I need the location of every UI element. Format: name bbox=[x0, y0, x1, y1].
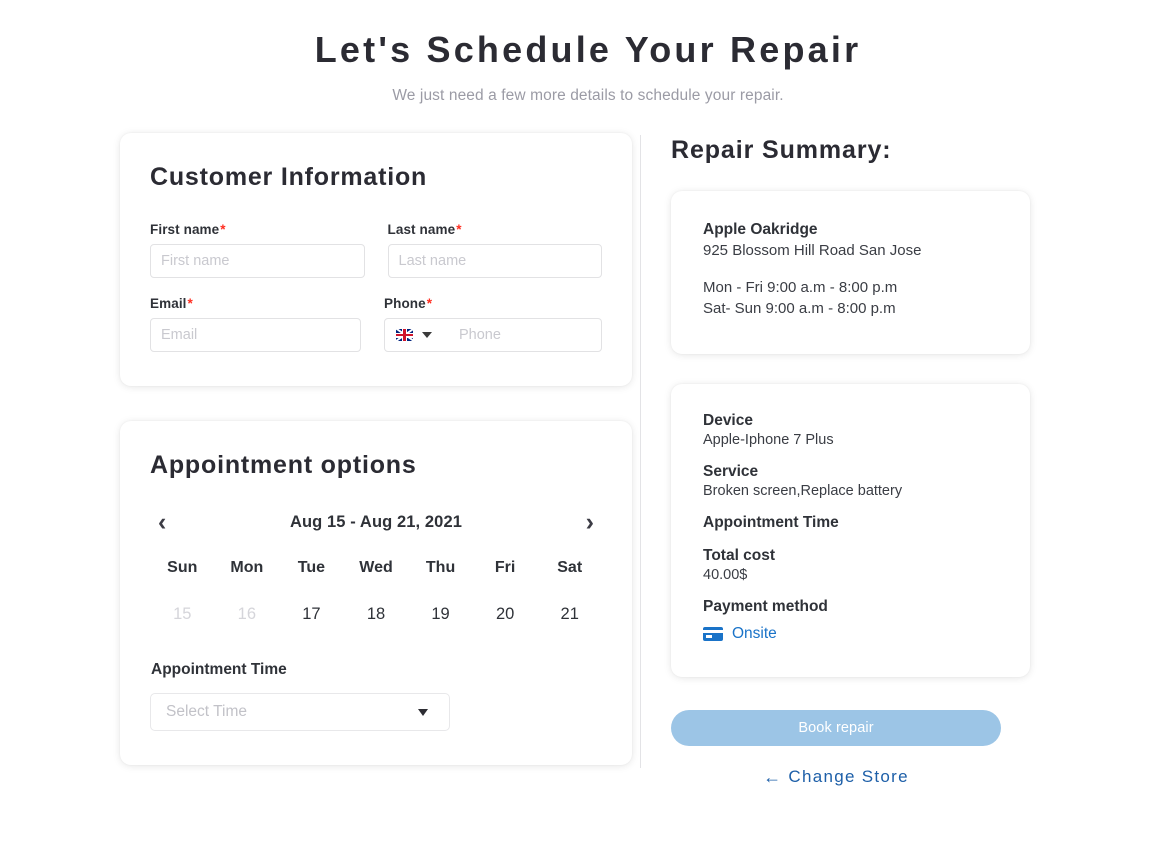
name-row: First name* Last name* bbox=[150, 222, 603, 279]
chevron-down-icon bbox=[418, 708, 428, 716]
book-repair-button[interactable]: Book repair bbox=[671, 709, 1001, 746]
repair-details-card: Device Apple-Iphone 7 Plus Service Broke… bbox=[671, 383, 1030, 677]
calendar-day-19[interactable]: 19 bbox=[431, 605, 450, 624]
calendar-dow-tue: Tue bbox=[297, 559, 326, 577]
calendar-day-16: 16 bbox=[237, 605, 257, 624]
change-store-link[interactable]: ← Change Store bbox=[671, 767, 1001, 787]
store-name: Apple Oakridge bbox=[703, 221, 818, 239]
total-cost-label: Total cost bbox=[703, 546, 776, 564]
email-label-text: Email bbox=[150, 296, 187, 312]
first-name-field: First name* bbox=[150, 222, 365, 279]
customer-information-title: Customer Information bbox=[150, 163, 428, 192]
phone-label: Phone* bbox=[384, 296, 602, 311]
calendar-dow-sat: Sat bbox=[557, 559, 583, 577]
calendar-week-range: Aug 15 - Aug 21, 2021 bbox=[289, 513, 463, 532]
chevron-down-icon bbox=[422, 332, 432, 339]
appointment-time-value: Select Time bbox=[166, 703, 247, 721]
calendar-dow-mon: Mon bbox=[230, 559, 264, 577]
required-asterisk: * bbox=[456, 222, 462, 238]
last-name-field: Last name* bbox=[387, 222, 603, 279]
payment-method-value: Onsite bbox=[732, 624, 777, 642]
calendar-dow-thu: Thu bbox=[425, 559, 456, 577]
change-store-label: Change Store bbox=[788, 766, 909, 786]
required-asterisk: * bbox=[220, 222, 226, 238]
page-title: Let's Schedule Your Repair bbox=[314, 29, 862, 70]
calendar-day-17[interactable]: 17 bbox=[302, 605, 321, 624]
payment-method-row[interactable]: Onsite bbox=[703, 625, 998, 643]
repair-summary-title: Repair Summary: bbox=[671, 136, 892, 165]
store-card: Apple Oakridge 925 Blossom Hill Road San… bbox=[671, 191, 1030, 354]
last-name-label-text: Last name bbox=[387, 222, 456, 238]
appointment-options-card: Appointment options ‹ Aug 15 - Aug 21, 2… bbox=[120, 421, 632, 766]
calendar-dow-sun: Sun bbox=[167, 559, 198, 577]
calendar-day-15: 15 bbox=[173, 605, 192, 624]
required-asterisk: * bbox=[426, 296, 433, 312]
appointment-time-label: Appointment Time bbox=[151, 661, 287, 679]
calendar-day-20[interactable]: 20 bbox=[495, 605, 515, 624]
service-value: Broken screen,Replace battery bbox=[703, 482, 903, 499]
page-header: Let's Schedule Your Repair We just need … bbox=[0, 0, 1176, 105]
total-cost-value: 40.00$ bbox=[703, 566, 748, 583]
customer-information-card: Customer Information First name* Last na… bbox=[120, 133, 632, 387]
store-hours-weekend: Sat- Sun 9:00 a.m - 8:00 p.m bbox=[703, 300, 896, 318]
calendar-dow-wed: Wed bbox=[359, 559, 393, 577]
payment-method-label: Payment method bbox=[703, 597, 828, 615]
service-label: Service bbox=[703, 462, 759, 480]
contact-row: Email* Phone* bbox=[150, 296, 602, 353]
last-name-input[interactable] bbox=[387, 244, 602, 279]
email-label: Email* bbox=[150, 296, 361, 311]
country-code-select[interactable] bbox=[385, 319, 441, 351]
first-name-input[interactable] bbox=[150, 244, 365, 279]
page-subtitle: We just need a few more details to sched… bbox=[392, 87, 784, 105]
phone-label-text: Phone bbox=[384, 296, 426, 312]
calendar-grid: Sun Mon Tue Wed Thu Fri Sat 15 16 17 18 … bbox=[150, 559, 602, 624]
first-name-label: First name* bbox=[150, 222, 365, 237]
device-value: Apple-Iphone 7 Plus bbox=[703, 431, 834, 448]
email-input[interactable] bbox=[150, 318, 361, 353]
right-column: Repair Summary: Apple Oakridge 925 Bloss… bbox=[641, 133, 1176, 787]
appointment-time-select[interactable]: Select Time bbox=[150, 693, 450, 732]
phone-field: Phone* bbox=[384, 296, 602, 353]
next-week-arrow-icon[interactable]: › bbox=[585, 508, 594, 537]
last-name-label: Last name* bbox=[388, 222, 603, 237]
left-column: Customer Information First name* Last na… bbox=[0, 133, 640, 766]
phone-input[interactable] bbox=[441, 319, 601, 352]
email-field: Email* bbox=[150, 296, 361, 353]
credit-card-icon bbox=[703, 626, 723, 641]
column-divider bbox=[640, 135, 641, 769]
back-arrow-icon: ← bbox=[763, 766, 783, 787]
store-hours-weekday: Mon - Fri 9:00 a.m - 8:00 p.m bbox=[703, 279, 898, 297]
calendar-dow-fri: Fri bbox=[494, 559, 516, 577]
calendar-day-21[interactable]: 21 bbox=[560, 605, 579, 624]
appointment-time-summary-label: Appointment Time bbox=[703, 513, 839, 531]
device-label: Device bbox=[703, 411, 753, 429]
first-name-label-text: First name bbox=[150, 222, 220, 238]
calendar-header: ‹ Aug 15 - Aug 21, 2021 › bbox=[150, 510, 602, 535]
required-asterisk: * bbox=[187, 296, 193, 312]
phone-input-wrapper bbox=[384, 318, 602, 353]
store-address: 925 Blossom Hill Road San Jose bbox=[703, 242, 922, 260]
main-layout: Customer Information First name* Last na… bbox=[0, 133, 1176, 787]
prev-week-arrow-icon[interactable]: ‹ bbox=[158, 508, 167, 537]
appointment-options-title: Appointment options bbox=[150, 451, 417, 480]
uk-flag-icon bbox=[396, 329, 413, 342]
calendar-day-18[interactable]: 18 bbox=[366, 605, 386, 624]
